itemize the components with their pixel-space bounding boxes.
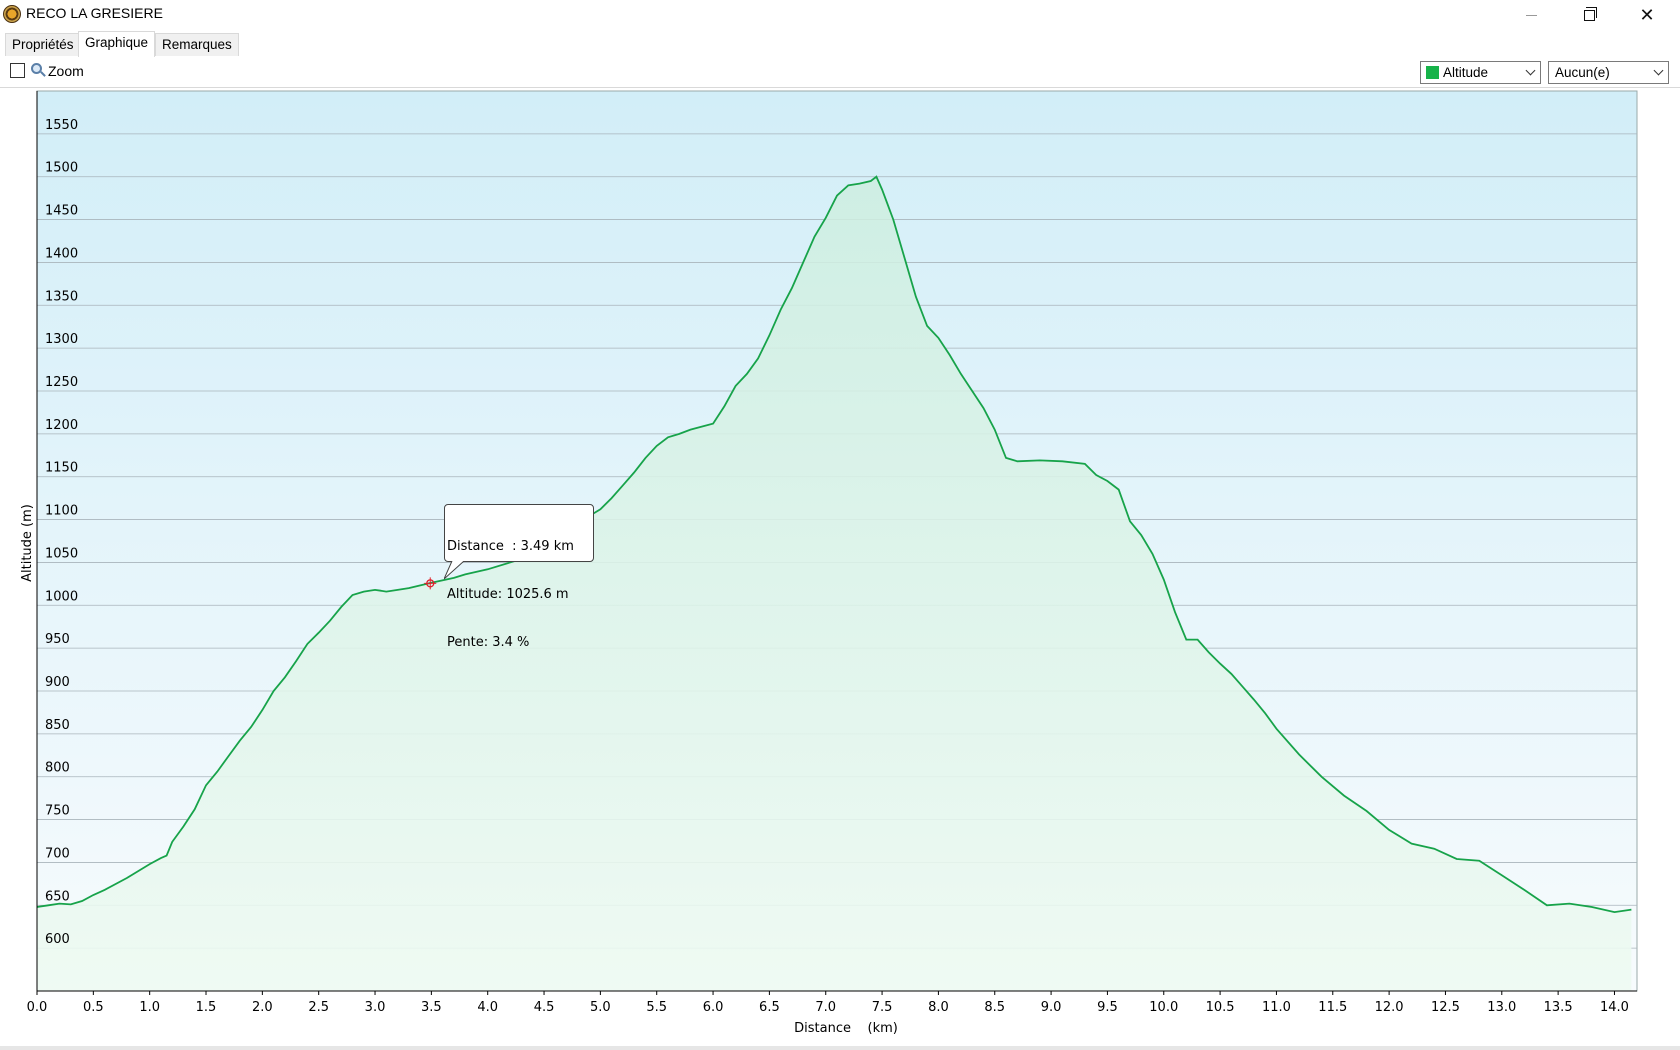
- altitude-chart[interactable]: 600 650 700 750 800 850 900 950 1000 1050 1100 1150…: [0, 88, 1680, 1050]
- x-tick-label: 9.5: [1097, 1000, 1118, 1015]
- tab-bar: Propriétés Graphique Remarques: [0, 31, 1680, 88]
- restore-button[interactable]: [1566, 0, 1612, 30]
- x-tick-label: 5.0: [590, 1000, 611, 1015]
- y-tick-label: 1000: [45, 589, 78, 604]
- chart-tooltip: Distance : 3.49 km Altitude: 1025.6 m Pe…: [444, 504, 594, 650]
- chevron-down-icon: [1653, 65, 1664, 76]
- x-tick-label: 2.0: [252, 1000, 273, 1015]
- x-tick-label: 12.0: [1375, 1000, 1404, 1015]
- title-bar: RECO LA GRESIERE ✕: [0, 0, 1680, 30]
- x-tick-label: 7.0: [815, 1000, 836, 1015]
- close-button[interactable]: ✕: [1624, 0, 1670, 30]
- zoom-checkbox[interactable]: [10, 63, 25, 78]
- magnifier-icon: [31, 63, 42, 74]
- app-logo-icon: [3, 5, 21, 23]
- x-tick-label: 12.5: [1431, 1000, 1460, 1015]
- x-tick-label: 13.5: [1544, 1000, 1573, 1015]
- y-tick-label: 1050: [45, 546, 78, 561]
- x-tick-label: 1.5: [196, 1000, 217, 1015]
- x-axis-ticks: 0.0 0.5 1.0 1.5 2.0 2.5 3.0 3.5 4.0 4.5 5.0 5.5 6.0 6…: [27, 991, 1629, 1015]
- y-tick-label: 1300: [45, 332, 78, 347]
- x-tick-label: 0.5: [83, 1000, 104, 1015]
- series-select[interactable]: Altitude: [1420, 61, 1541, 84]
- tab-remarques[interactable]: Remarques: [155, 33, 239, 56]
- x-tick-label: 9.0: [1041, 1000, 1062, 1015]
- y-tick-label: 1250: [45, 375, 78, 390]
- chart-svg[interactable]: 600 650 700 750 800 850 900 950 1000 1050 1100 1150…: [0, 88, 1680, 1046]
- y-tick-label: 1400: [45, 246, 78, 261]
- x-tick-label: 10.5: [1206, 1000, 1235, 1015]
- x-tick-label: 0.0: [27, 1000, 48, 1015]
- x-tick-label: 6.5: [759, 1000, 780, 1015]
- x-tick-label: 1.0: [139, 1000, 160, 1015]
- tab-graphique[interactable]: Graphique: [78, 31, 156, 57]
- y-axis-label: Altitude (m): [20, 504, 35, 582]
- altitude-area: [37, 176, 1632, 991]
- y-tick-label: 650: [45, 889, 70, 904]
- y-tick-label: 1500: [45, 161, 78, 176]
- x-tick-label: 10.0: [1149, 1000, 1178, 1015]
- x-tick-label: 4.0: [477, 1000, 498, 1015]
- x-tick-label: 8.5: [984, 1000, 1005, 1015]
- minimize-button[interactable]: [1508, 0, 1554, 30]
- tooltip-distance: Distance : 3.49 km: [447, 539, 574, 554]
- x-tick-label: 4.5: [534, 1000, 555, 1015]
- tooltip-altitude: Altitude: 1025.6 m: [447, 587, 569, 602]
- y-tick-label: 700: [45, 846, 70, 861]
- y-tick-label: 800: [45, 761, 70, 776]
- minimize-icon: [1525, 14, 1537, 16]
- y-tick-label: 600: [45, 932, 70, 947]
- x-tick-label: 13.0: [1487, 1000, 1516, 1015]
- tab-proprietes[interactable]: Propriétés: [5, 33, 81, 56]
- y-tick-label: 1550: [45, 118, 78, 133]
- position-marker: [424, 577, 437, 590]
- y-tick-label: 1150: [45, 461, 78, 476]
- y-axis-ticks: 600 650 700 750 800 850 900 950 1000 1050 1100 1150…: [45, 118, 78, 947]
- tab-divider: [0, 87, 1680, 88]
- series-color-swatch: [1426, 66, 1439, 79]
- y-tick-label: 1450: [45, 204, 78, 219]
- close-icon: ✕: [1639, 4, 1655, 26]
- x-tick-label: 3.0: [365, 1000, 386, 1015]
- x-tick-label: 7.5: [872, 1000, 893, 1015]
- x-tick-label: 11.5: [1318, 1000, 1347, 1015]
- tooltip-pointer: [444, 561, 465, 580]
- y-tick-label: 1200: [45, 418, 78, 433]
- x-tick-label: 5.5: [646, 1000, 667, 1015]
- x-tick-label: 2.5: [308, 1000, 329, 1015]
- x-tick-label: 8.0: [928, 1000, 949, 1015]
- tooltip-slope: Pente: 3.4 %: [447, 635, 530, 650]
- secondary-select-value: Aucun(e): [1555, 65, 1610, 80]
- y-tick-label: 850: [45, 718, 70, 733]
- bottom-scrollbar-strip: [0, 1046, 1680, 1050]
- x-axis-label: Distance (km): [794, 1021, 898, 1036]
- altitude-line: [36, 175, 1632, 914]
- y-tick-label: 1350: [45, 289, 78, 304]
- x-tick-label: 3.5: [421, 1000, 442, 1015]
- x-tick-label: 6.0: [703, 1000, 724, 1015]
- x-tick-label: 11.0: [1262, 1000, 1291, 1015]
- restore-icon: [1583, 6, 1597, 21]
- x-tick-label: 14.0: [1600, 1000, 1629, 1015]
- zoom-label: Zoom: [48, 63, 84, 79]
- y-tick-label: 900: [45, 675, 70, 690]
- series-select-value: Altitude: [1443, 65, 1489, 80]
- window-title: RECO LA GRESIERE: [26, 5, 163, 21]
- chevron-down-icon: [1525, 65, 1536, 76]
- y-tick-label: 1100: [45, 504, 78, 519]
- secondary-select[interactable]: Aucun(e): [1548, 61, 1669, 84]
- y-tick-label: 750: [45, 804, 70, 819]
- y-tick-label: 950: [45, 632, 70, 647]
